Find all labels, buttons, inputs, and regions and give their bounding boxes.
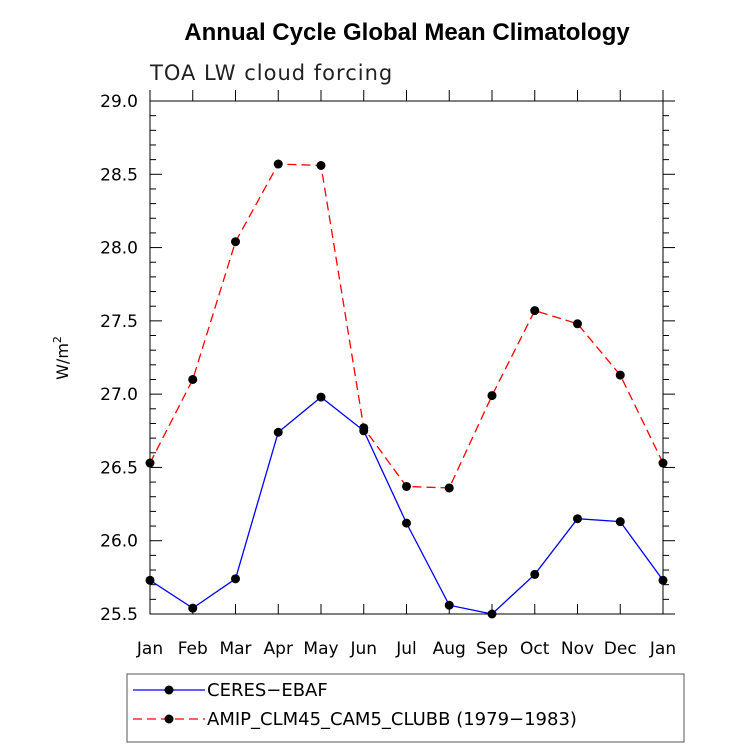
x-tick-label: Jan bbox=[136, 639, 163, 659]
legend-marker-1 bbox=[164, 714, 174, 724]
data-point bbox=[573, 319, 582, 329]
data-point bbox=[444, 483, 454, 493]
x-tick-label: Oct bbox=[520, 639, 550, 659]
data-point bbox=[188, 603, 198, 613]
data-point bbox=[231, 237, 240, 247]
y-tick-label: 26.0 bbox=[100, 532, 138, 552]
data-point bbox=[145, 575, 155, 585]
x-tick-label: Sep bbox=[476, 639, 508, 659]
x-tick-label: Jul bbox=[395, 639, 417, 659]
series-line-0 bbox=[149, 396, 664, 615]
x-tick-label: Feb bbox=[178, 639, 208, 659]
legend: CERES−EBAF AMIP_CLM45_CAM5_CLUBB (1979−19… bbox=[126, 673, 685, 743]
data-point bbox=[658, 458, 668, 468]
data-point bbox=[615, 517, 625, 527]
legend-box bbox=[126, 673, 685, 743]
y-tick-label: 28.5 bbox=[100, 165, 138, 185]
chart-title: Annual Cycle Global Mean Climatology bbox=[184, 19, 630, 46]
data-point bbox=[273, 427, 283, 437]
chart-subtitle: TOA LW cloud forcing bbox=[149, 61, 393, 85]
data-point bbox=[402, 481, 411, 491]
data-point bbox=[316, 160, 326, 170]
y-tick-label: 28.0 bbox=[100, 239, 138, 259]
data-point bbox=[444, 600, 454, 610]
data-point bbox=[487, 391, 497, 401]
legend-marker-0 bbox=[164, 685, 174, 695]
data-point bbox=[316, 392, 326, 402]
series-line-1 bbox=[149, 163, 664, 489]
x-tick-label: Jun bbox=[349, 639, 377, 659]
data-point bbox=[359, 426, 369, 436]
plot-frame bbox=[149, 100, 664, 615]
y-tick-label: 27.5 bbox=[100, 312, 138, 332]
y-tick-label: 29.0 bbox=[100, 92, 138, 112]
x-tick-label: Dec bbox=[604, 639, 637, 659]
data-point bbox=[573, 514, 582, 524]
data-point bbox=[487, 609, 497, 619]
data-point bbox=[231, 574, 240, 584]
y-tick-label: 25.5 bbox=[100, 605, 138, 625]
x-tick-label: Apr bbox=[264, 639, 293, 659]
data-point bbox=[402, 518, 411, 528]
y-tick-label: 26.5 bbox=[100, 458, 138, 478]
y-axis-label: W/m2 bbox=[51, 336, 72, 380]
data-point bbox=[273, 159, 283, 169]
x-tick-label: Aug bbox=[433, 639, 466, 659]
y-tick-label: 27.0 bbox=[100, 385, 138, 405]
data-point bbox=[530, 569, 540, 579]
x-tick-label: Jan bbox=[649, 639, 676, 659]
legend-entry-1: AMIP_CLM45_CAM5_CLUBB (1979−1983) bbox=[207, 709, 577, 730]
data-point bbox=[615, 370, 625, 380]
plot-area bbox=[145, 159, 668, 619]
data-point bbox=[188, 374, 198, 384]
legend-entry-0: CERES−EBAF bbox=[207, 680, 328, 701]
x-tick-label: Nov bbox=[561, 639, 594, 659]
data-point bbox=[530, 306, 540, 316]
x-tick-label: May bbox=[303, 639, 338, 659]
data-point bbox=[658, 575, 668, 585]
axes: Jan Feb Mar Apr May Jun Jul Aug Sep Oct Nov Dec Jan 2… bbox=[51, 90, 676, 659]
x-tick-label: Mar bbox=[219, 639, 251, 659]
data-point bbox=[145, 458, 155, 468]
